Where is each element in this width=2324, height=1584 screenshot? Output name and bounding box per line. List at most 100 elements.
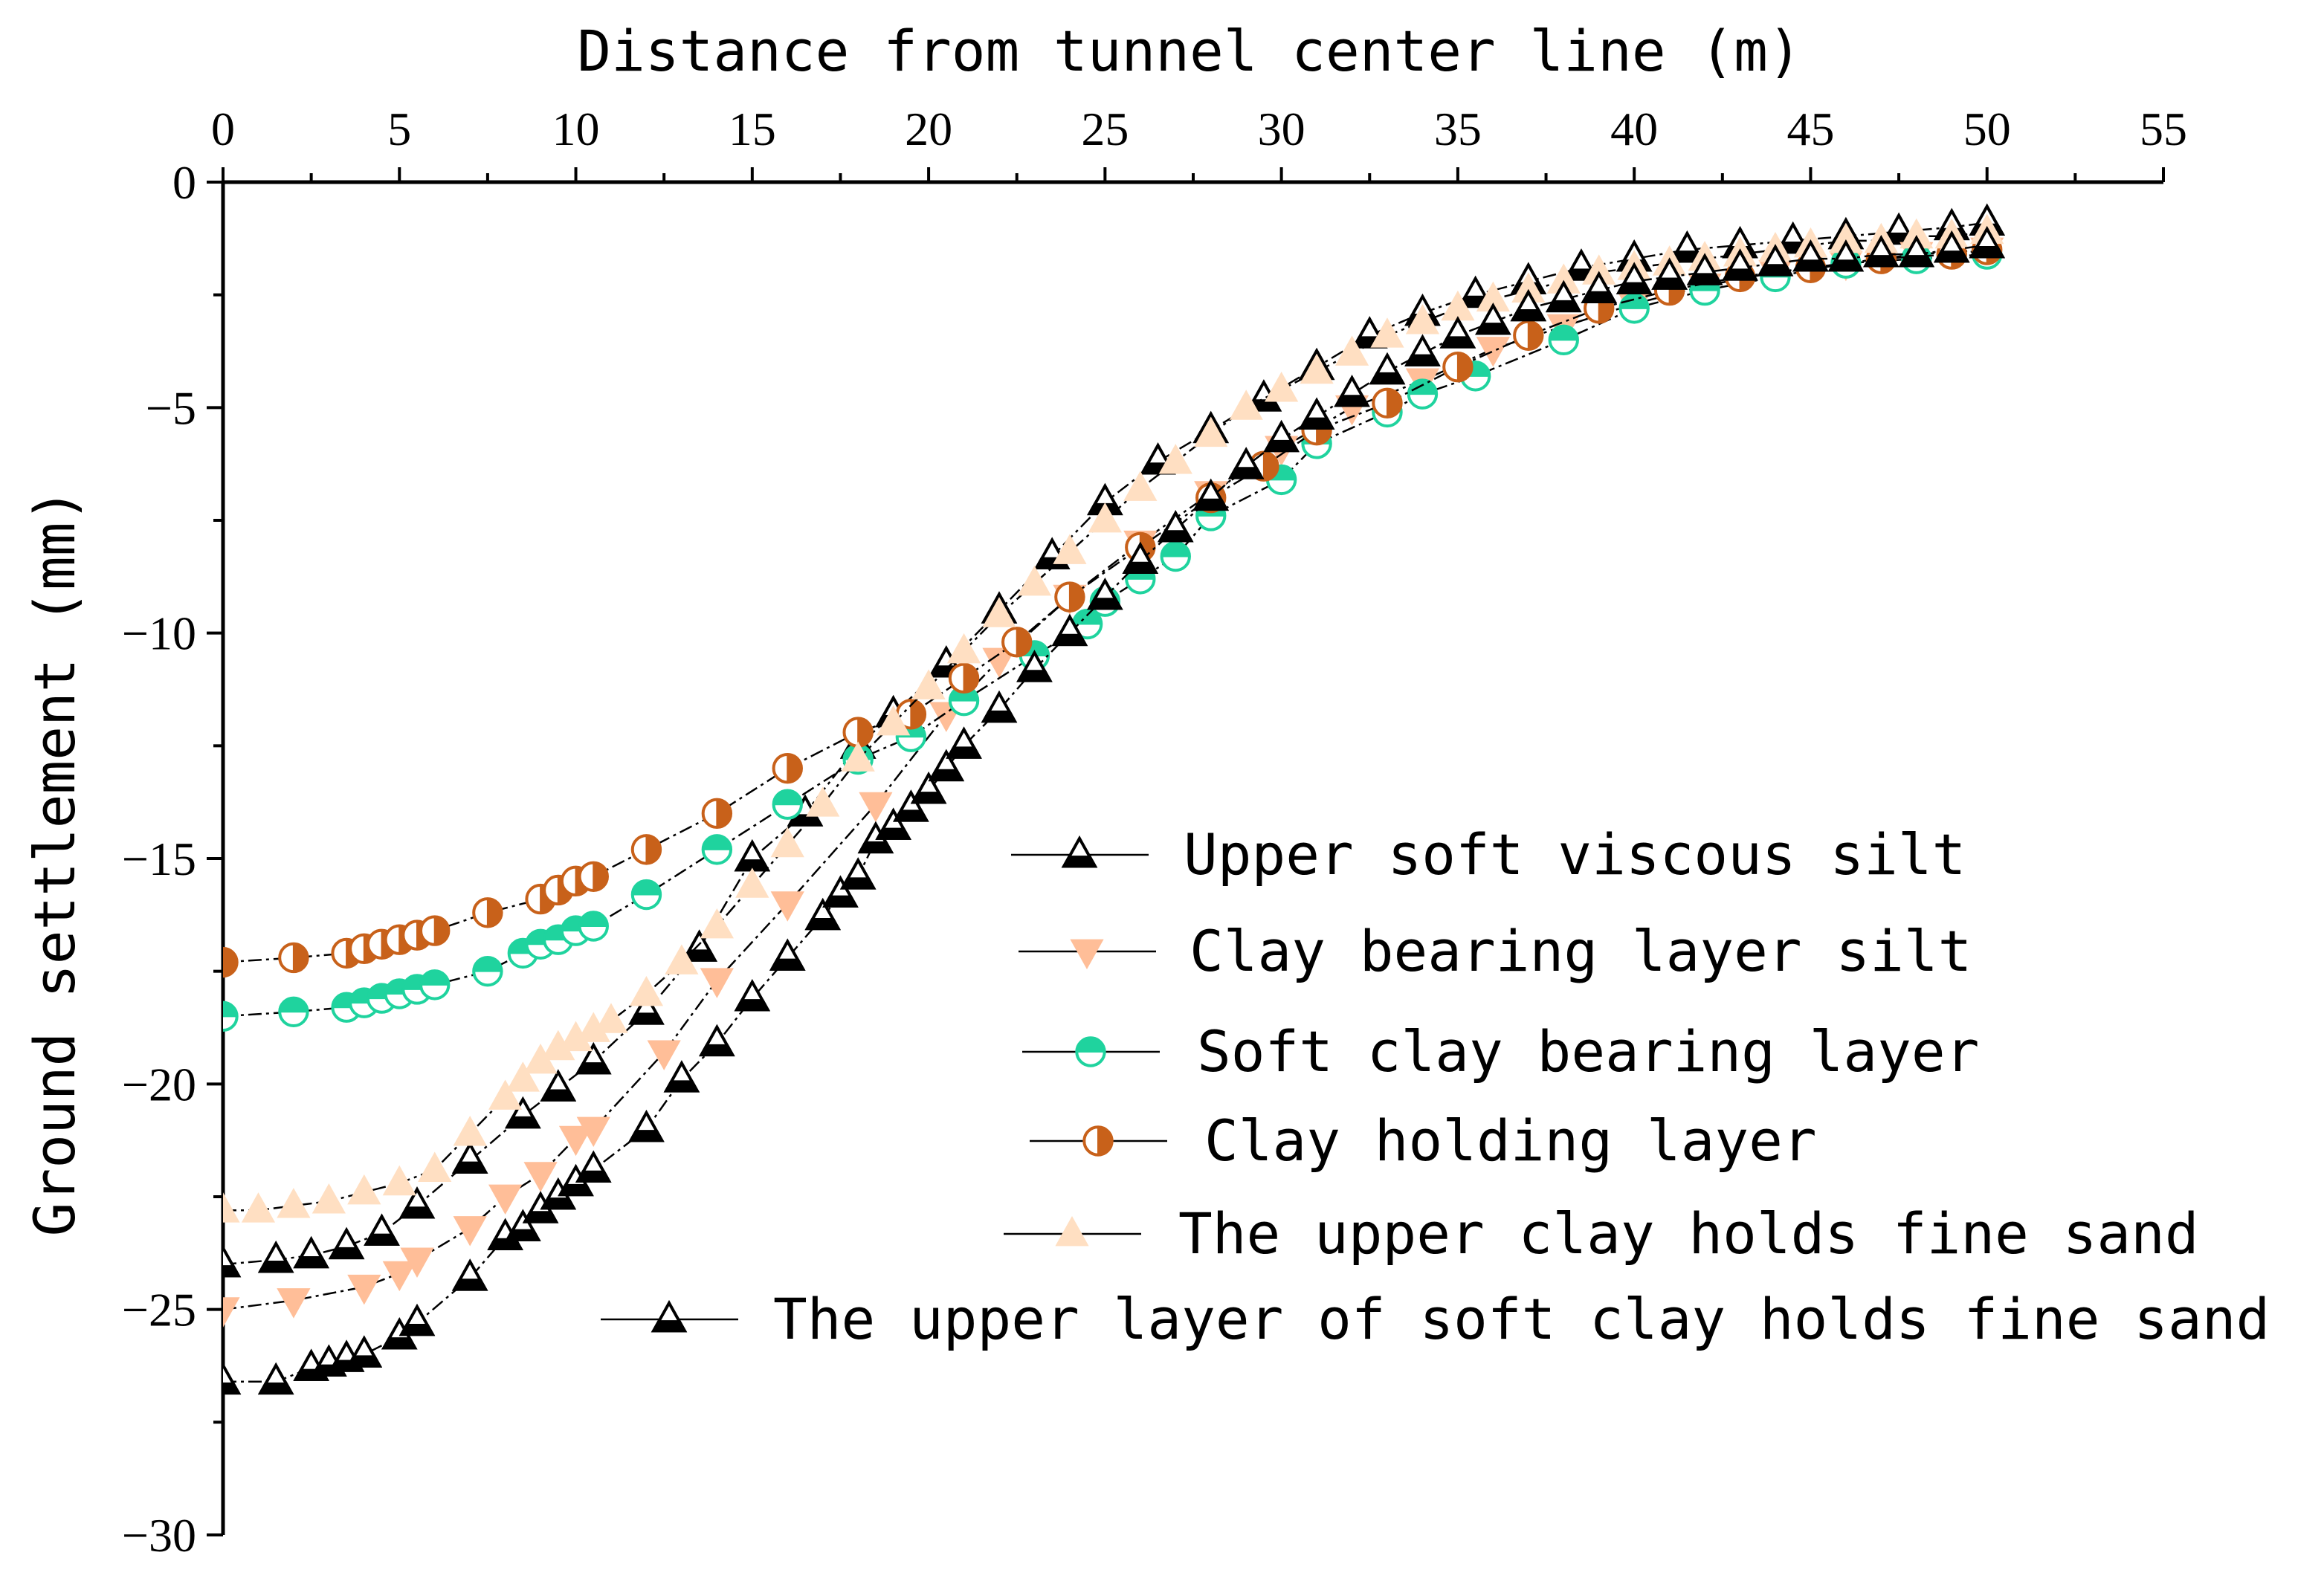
data-point bbox=[1792, 239, 1829, 272]
x-tick-label: 40 bbox=[1610, 103, 1658, 155]
x-tick-label: 15 bbox=[729, 103, 776, 155]
data-point bbox=[419, 915, 451, 946]
y-tick-label: −25 bbox=[122, 1284, 196, 1336]
data-point bbox=[540, 1177, 577, 1210]
data-point bbox=[1369, 352, 1406, 385]
data-point bbox=[839, 857, 877, 890]
data-point bbox=[488, 1184, 523, 1215]
data-point bbox=[842, 717, 874, 748]
data-point bbox=[770, 891, 804, 922]
legend-item-4: Clay holding layer bbox=[1030, 1108, 1817, 1174]
data-point bbox=[1298, 397, 1335, 430]
data-point bbox=[734, 838, 771, 872]
data-point bbox=[806, 786, 840, 817]
y-tick-label: −20 bbox=[122, 1058, 196, 1111]
data-point bbox=[893, 789, 929, 822]
data-point bbox=[398, 1186, 436, 1219]
data-point bbox=[804, 897, 842, 931]
data-point bbox=[223, 1192, 240, 1223]
data-point bbox=[257, 1240, 294, 1273]
data-point bbox=[277, 1288, 311, 1319]
data-point bbox=[451, 1141, 488, 1174]
data-point bbox=[277, 1188, 311, 1218]
data-point bbox=[1407, 378, 1439, 410]
data-point bbox=[681, 929, 717, 962]
legend-item-2: Clay bearing layer silt bbox=[1019, 918, 1972, 984]
data-point bbox=[630, 879, 662, 911]
y-tick-label: −10 bbox=[122, 607, 196, 660]
data-point bbox=[1775, 221, 1812, 254]
data-point bbox=[1404, 334, 1441, 366]
data-point bbox=[1439, 316, 1476, 349]
data-point bbox=[400, 1247, 434, 1278]
data-point bbox=[223, 1000, 239, 1032]
data-point bbox=[982, 647, 1016, 679]
legend-marker bbox=[1075, 1036, 1106, 1067]
x-tick-label: 45 bbox=[1786, 103, 1834, 155]
legend-label: Soft clay bearing layer bbox=[1197, 1018, 1979, 1084]
data-point bbox=[1054, 581, 1085, 612]
data-point bbox=[382, 1261, 416, 1292]
data-point bbox=[398, 1303, 436, 1336]
legend-label: Clay holding layer bbox=[1204, 1108, 1817, 1174]
data-point bbox=[1227, 447, 1265, 479]
data-point bbox=[859, 792, 893, 823]
x-tick-label: 0 bbox=[211, 103, 235, 155]
legend-label: The upper layer of soft clay holds fine … bbox=[773, 1286, 2270, 1352]
data-point bbox=[346, 1335, 383, 1368]
data-point bbox=[278, 942, 309, 974]
legend-item-3: Soft clay bearing layer bbox=[1022, 1018, 1979, 1084]
data-point bbox=[558, 1125, 593, 1157]
data-point bbox=[1475, 302, 1511, 335]
data-point bbox=[347, 1274, 381, 1305]
data-point bbox=[488, 1079, 523, 1110]
data-point bbox=[663, 1060, 700, 1093]
data-point bbox=[928, 749, 965, 782]
data-point bbox=[946, 633, 981, 664]
data-point bbox=[1158, 444, 1192, 474]
y-tick-label: 0 bbox=[172, 156, 196, 209]
y-axis-title: Ground settlement (mm) bbox=[22, 488, 88, 1237]
data-point bbox=[982, 597, 1016, 627]
data-point bbox=[540, 1069, 577, 1102]
data-point bbox=[877, 705, 911, 736]
data-point bbox=[647, 1040, 681, 1070]
data-point bbox=[1863, 234, 1899, 268]
data-point bbox=[1510, 288, 1547, 322]
data-point bbox=[453, 1116, 487, 1146]
data-point bbox=[665, 944, 699, 974]
data-point bbox=[472, 955, 503, 987]
data-point bbox=[1087, 578, 1123, 610]
data-point bbox=[1263, 419, 1300, 453]
data-point bbox=[735, 867, 769, 898]
x-tick-label: 55 bbox=[2140, 103, 2187, 155]
data-point bbox=[1001, 627, 1033, 658]
data-point bbox=[1827, 239, 1865, 272]
series-line bbox=[223, 253, 1987, 1018]
data-point bbox=[1405, 304, 1440, 334]
data-point bbox=[1651, 257, 1688, 290]
x-tick-label: 5 bbox=[387, 103, 411, 155]
data-point bbox=[911, 669, 946, 699]
data-point bbox=[1157, 510, 1194, 543]
data-point bbox=[699, 1024, 735, 1057]
data-point bbox=[1053, 534, 1087, 564]
series-line bbox=[223, 248, 1987, 1310]
legend-label: Clay bearing layer silt bbox=[1190, 918, 1972, 984]
x-tick-label: 30 bbox=[1258, 103, 1305, 155]
data-point bbox=[1898, 234, 1935, 268]
data-point bbox=[223, 946, 239, 978]
x-tick-label: 50 bbox=[1963, 103, 2011, 155]
data-point bbox=[223, 1362, 242, 1395]
data-point bbox=[505, 1209, 541, 1241]
data-point bbox=[734, 978, 771, 1012]
data-point bbox=[523, 1162, 558, 1192]
legend-marker bbox=[1070, 939, 1104, 970]
data-point bbox=[1757, 244, 1794, 277]
data-point bbox=[628, 992, 665, 1025]
data-point bbox=[1548, 324, 1579, 356]
data-point bbox=[630, 834, 662, 865]
data-point bbox=[1334, 375, 1370, 407]
data-point bbox=[418, 1151, 452, 1182]
